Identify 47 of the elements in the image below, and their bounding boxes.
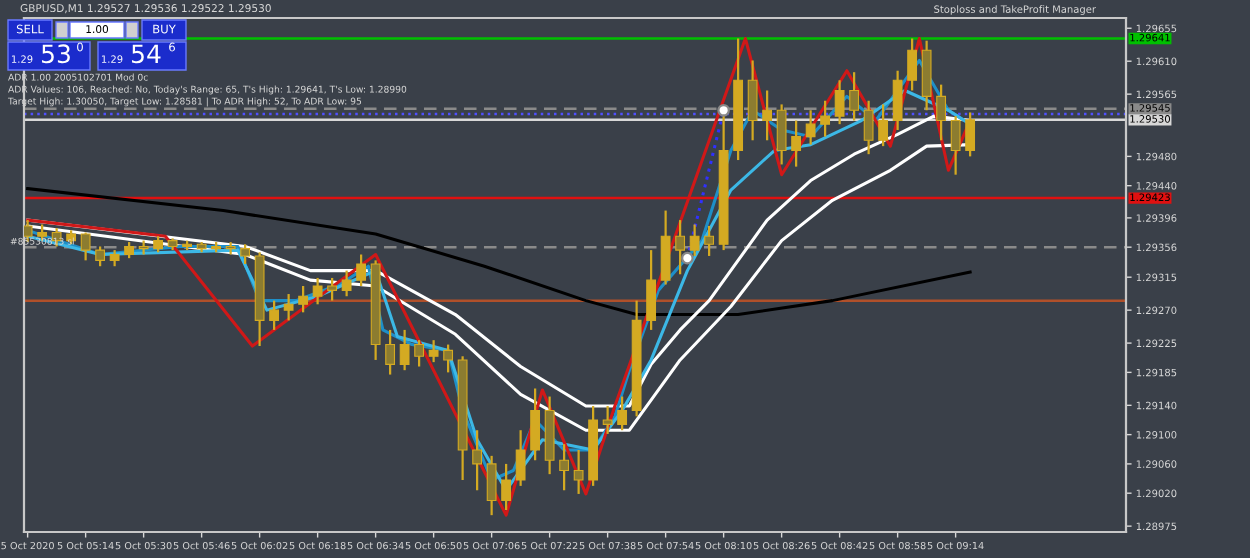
candlestick xyxy=(791,119,802,168)
candlestick xyxy=(921,39,932,112)
candlestick xyxy=(675,218,686,276)
candlestick xyxy=(312,276,323,306)
candlestick xyxy=(298,284,309,314)
candlestick xyxy=(878,103,889,148)
candlestick xyxy=(704,224,715,258)
candlestick xyxy=(776,103,787,166)
candlestick xyxy=(269,299,280,332)
candlestick xyxy=(849,71,860,122)
annotation: 54 xyxy=(132,44,161,64)
candlestick xyxy=(327,276,338,302)
candlestick xyxy=(907,37,918,92)
candlestick xyxy=(936,83,947,142)
candlestick xyxy=(689,223,700,258)
candlestick xyxy=(747,59,758,142)
candlestick xyxy=(559,443,570,492)
candlestick xyxy=(863,99,874,156)
candlestick xyxy=(486,454,497,517)
candlestick xyxy=(530,387,541,462)
candlestick xyxy=(80,231,91,262)
candlestick xyxy=(660,209,671,286)
candlestick xyxy=(834,79,845,126)
candlestick xyxy=(240,243,251,266)
candlestick xyxy=(515,429,526,487)
candlestick xyxy=(602,404,613,435)
candlestick xyxy=(892,69,903,132)
candlestick xyxy=(399,328,410,372)
annotation: 53 xyxy=(42,44,70,64)
candlestick xyxy=(95,245,106,268)
candlestick xyxy=(283,292,294,322)
candlestick xyxy=(356,253,367,288)
candlestick xyxy=(805,109,816,146)
candlestick xyxy=(414,339,425,368)
candlestick xyxy=(385,328,396,376)
candlestick xyxy=(646,249,657,332)
candlestick xyxy=(820,99,831,138)
candlestick xyxy=(762,89,773,142)
candlestick xyxy=(965,111,976,158)
candlestick xyxy=(573,448,584,496)
candlestick xyxy=(472,429,483,492)
candlestick xyxy=(341,269,352,298)
candlestick xyxy=(617,395,628,432)
candlestick xyxy=(501,462,512,512)
candlestick xyxy=(443,343,454,374)
candlestick xyxy=(950,115,961,176)
candlestick xyxy=(428,339,439,364)
